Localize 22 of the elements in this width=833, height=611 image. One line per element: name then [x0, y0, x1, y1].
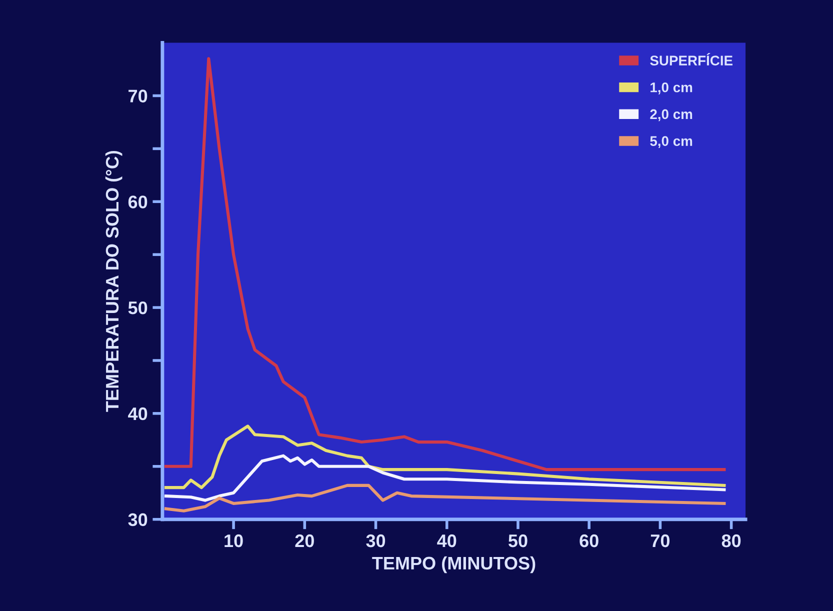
legend-label: 5,0 cm	[650, 136, 692, 148]
x-tick-label: 30	[366, 534, 386, 548]
x-tick-label: 40	[437, 534, 456, 548]
x-tick-label: 10	[224, 534, 243, 548]
y-axis-title: TEMPERATURA DO SOLO (°C)	[105, 150, 122, 412]
legend-label: 2,0 cm	[650, 109, 692, 122]
y-tick-label: 40	[128, 407, 148, 420]
y-tick-label: 30	[128, 513, 148, 526]
y-tick-label: 70	[128, 90, 148, 102]
legend-label: 1,0 cm	[650, 82, 692, 94]
x-tick-label: 80	[722, 534, 741, 548]
x-tick-label: 60	[580, 534, 598, 548]
y-tick-label: 60	[128, 196, 148, 208]
line-series	[164, 484, 726, 512]
line-series	[164, 424, 726, 490]
y-tick-label: 50	[128, 301, 148, 314]
x-axis-title: TEMPO (MINUTOS)	[372, 556, 536, 574]
x-tick-label: 70	[650, 534, 670, 548]
x-tick-label: 50	[508, 534, 528, 548]
legend-label: SUPERFÍCIE	[650, 53, 732, 66]
x-tick-label: 20	[295, 534, 314, 548]
line-series	[164, 454, 726, 502]
